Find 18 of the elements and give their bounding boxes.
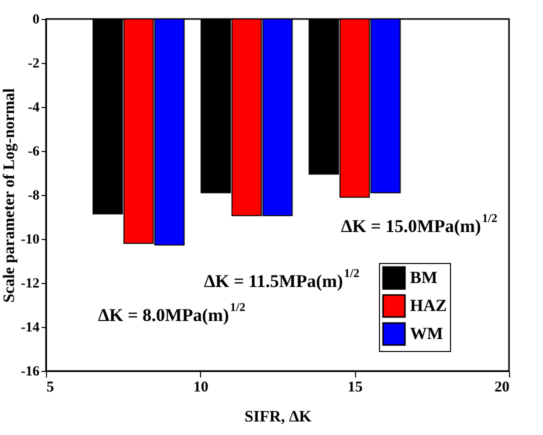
y-tick-label: -12 bbox=[20, 276, 40, 292]
legend-label: HAZ bbox=[410, 296, 447, 315]
y-tick-label: -6 bbox=[28, 144, 40, 160]
y-tick-label: -4 bbox=[28, 100, 40, 116]
x-tick-label: 20 bbox=[494, 380, 510, 396]
y-tick-label: -8 bbox=[28, 188, 40, 204]
y-tick-label: 0 bbox=[32, 12, 40, 28]
y-tick-label: -16 bbox=[20, 364, 40, 380]
legend-label: BM bbox=[410, 268, 438, 287]
x-tick-label: 10 bbox=[193, 380, 208, 396]
x-axis-title: SIFR, ΔK bbox=[244, 408, 312, 426]
legend-label: WM bbox=[410, 324, 444, 343]
x-tick-label: 15 bbox=[348, 380, 363, 396]
y-axis-title: Scale parameter of Log-normal bbox=[0, 88, 18, 303]
y-tick-label: -2 bbox=[28, 56, 40, 72]
x-tick-label: 5 bbox=[46, 380, 54, 396]
y-tick-label: -10 bbox=[20, 232, 40, 248]
y-tick-label: -14 bbox=[20, 320, 40, 336]
